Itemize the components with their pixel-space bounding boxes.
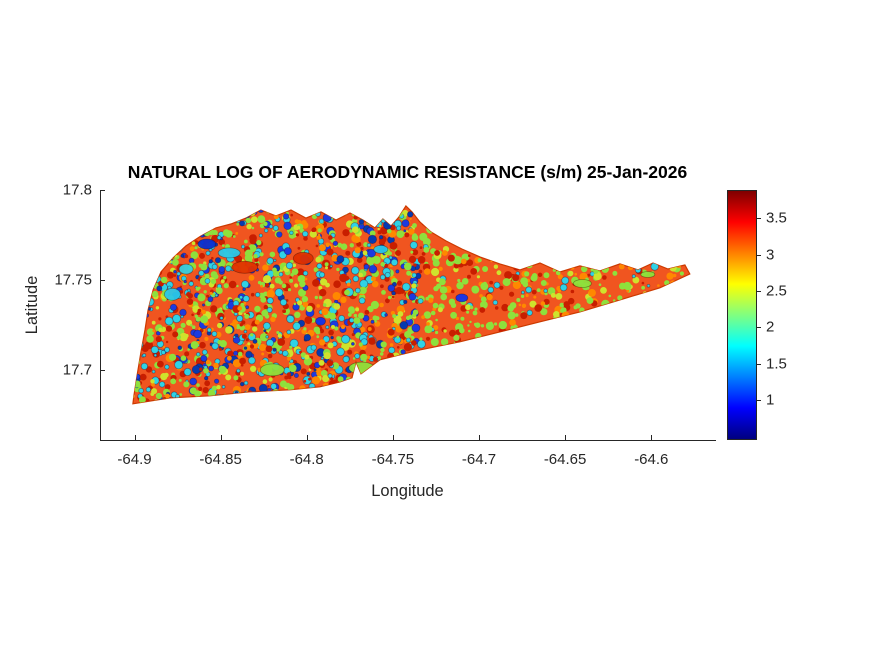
colorbar-tick-mark [757, 254, 761, 256]
y-axis-label: Latitude [23, 275, 41, 335]
colorbar-tick-label: 2.5 [766, 282, 787, 300]
x-tick-label: -64.85 [199, 451, 242, 468]
x-tick-label: -64.9 [117, 451, 152, 468]
x-tick-label: -64.8 [289, 451, 324, 468]
colorbar-tick-label: 3.5 [766, 209, 787, 227]
colorbar-tick-mark [757, 400, 761, 401]
colorbar-tick-label: 1.5 [766, 355, 787, 373]
colorbar-tick-mark [757, 327, 761, 329]
y-tick-label: 17.8 [62, 181, 92, 199]
colorbar-tick-mark [757, 291, 761, 292]
colorbar-tick-label: 3 [766, 246, 775, 264]
y-axis-line [100, 190, 101, 441]
chart-title: NATURAL LOG OF AERODYNAMIC RESISTANCE (s… [127, 162, 688, 182]
x-tick-label: -64.7 [461, 451, 497, 468]
y-tick-label: 17.7 [62, 361, 92, 379]
colorbar-tick-mark [757, 218, 761, 220]
colorbar-tick-label: 2 [766, 318, 775, 336]
colorbar-tick-label: 1 [766, 391, 775, 409]
x-tick-label: -64.65 [543, 451, 587, 468]
y-tick-label: 17.75 [54, 271, 92, 289]
x-tick-label: -64.6 [634, 451, 669, 468]
colorbar-tick-mark [757, 363, 761, 365]
x-axis-label: Longitude [371, 482, 444, 500]
island-heatmap [132, 205, 691, 405]
colorbar [727, 190, 757, 440]
plot-area [100, 190, 715, 440]
x-tick-label: -64.75 [371, 451, 415, 468]
x-axis-line [100, 440, 716, 441]
